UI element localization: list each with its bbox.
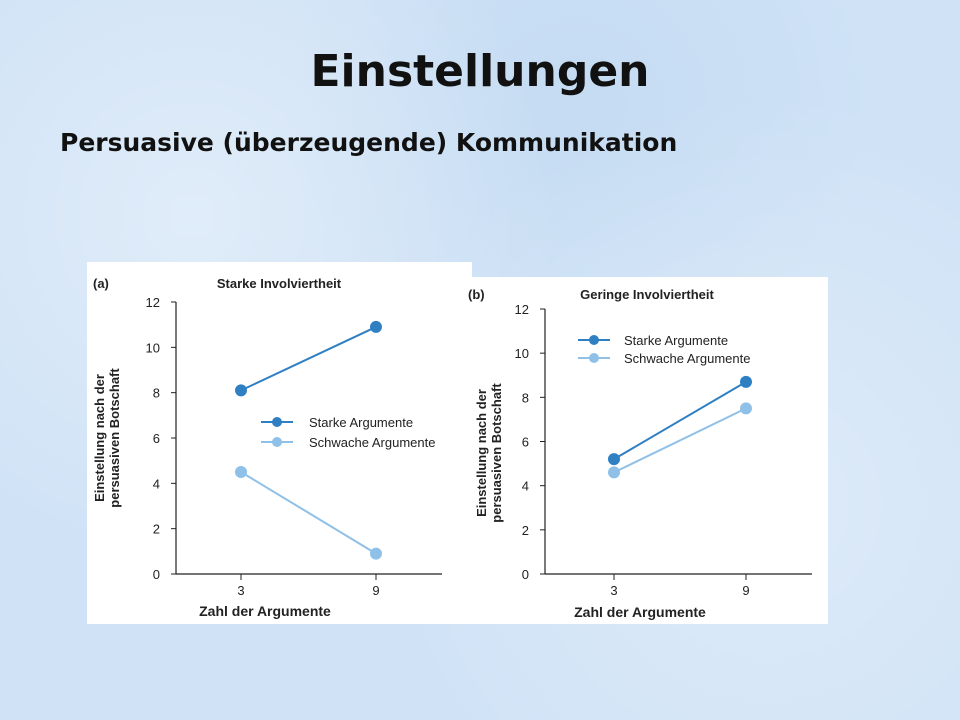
chart-a-legend-label-1: Schwache Argumente: [309, 435, 435, 450]
chart-a-y-tick-label: 6: [153, 431, 160, 446]
chart-b-y-tick-label: 0: [522, 567, 529, 582]
chart-b-y-tick-label: 10: [515, 346, 529, 361]
chart-a-x-tick-label: 3: [237, 583, 244, 598]
chart-a-y-tick-label: 10: [146, 340, 160, 355]
chart-b-x-axis-label: Zahl der Argumente: [574, 604, 706, 620]
chart-a-svg: 0 2 4 6 8 10 12 3 9 (a) Starke Involviertheit Zahl …: [92, 276, 442, 619]
chart-a-legend-marker-1: [272, 437, 282, 447]
chart-a-x-axis-label: Zahl der Argumente: [199, 603, 331, 619]
chart-b-x-tick-label: 3: [610, 583, 617, 598]
chart-a-y-tick-label: 12: [146, 295, 160, 310]
chart-a-legend-label-0: Starke Argumente: [309, 415, 413, 430]
chart-b-series-0-point: [740, 375, 752, 388]
chart-b-legend-label-1: Schwache Argumente: [624, 351, 750, 366]
chart-a-series-0-point: [235, 384, 247, 397]
chart-b-panel-label: (b): [468, 287, 485, 302]
chart-a-y-tick-label: 8: [153, 386, 160, 401]
chart-b-y-axis-label: persuasiven Botschaft: [489, 383, 504, 523]
chart-a-y-axis-label: Einstellung nach der: [92, 374, 107, 502]
chart-a-series-0-point: [370, 320, 382, 333]
chart-a-y-tick-label: 4: [153, 476, 160, 491]
chart-a-y-axis-label: persuasiven Botschaft: [107, 368, 122, 508]
chart-b-series-1-point: [608, 466, 620, 479]
slide-title: Einstellungen: [310, 46, 650, 97]
chart-b-y-tick-label: 8: [522, 390, 529, 405]
chart-a-y-tick-label: 2: [153, 522, 160, 537]
chart-b-y-tick-label: 4: [522, 479, 529, 494]
chart-panel-a: 0 2 4 6 8 10 12 3 9 (a) Starke Involviertheit Zahl …: [87, 262, 472, 624]
chart-a-y-tick-label: 0: [153, 567, 160, 582]
chart-b-y-tick-label: 2: [522, 523, 529, 538]
chart-b-legend-marker-1: [589, 353, 599, 363]
chart-a-series-1-point: [370, 547, 382, 560]
chart-a-panel-label: (a): [93, 276, 109, 291]
chart-a-series-1-point: [235, 466, 247, 478]
chart-b-x-tick-label: 9: [742, 583, 749, 598]
chart-a-title: Starke Involviertheit: [217, 276, 342, 291]
chart-b-series-0-point: [608, 453, 620, 466]
chart-b-y-tick-label: 6: [522, 435, 529, 450]
chart-b-title: Geringe Involviertheit: [580, 287, 714, 302]
chart-b-series-1-line: [613, 407, 747, 474]
chart-b-y-axis-label: Einstellung nach der: [474, 389, 489, 517]
chart-a-series-1-line: [240, 471, 377, 555]
chart-b-legend-label-0: Starke Argumente: [624, 333, 728, 348]
chart-b-legend-marker-0: [589, 335, 599, 345]
chart-a-legend-marker-0: [272, 417, 282, 427]
chart-a-series-0-line: [240, 326, 377, 392]
chart-b-series-1-point: [740, 402, 752, 415]
chart-a-x-tick-label: 9: [372, 583, 379, 598]
slide-subtitle: Persuasive (überzeugende) Kommunikation: [60, 128, 678, 157]
chart-b-series-0-line: [613, 381, 747, 461]
chart-b-y-tick-label: 12: [515, 302, 529, 317]
chart-panel-b: 0 2 4 6 8 10 12 3 9 (b) Geringe Involviertheit Zahl…: [462, 277, 828, 624]
chart-b-svg: 0 2 4 6 8 10 12 3 9 (b) Geringe Involviertheit Zahl…: [468, 287, 812, 620]
